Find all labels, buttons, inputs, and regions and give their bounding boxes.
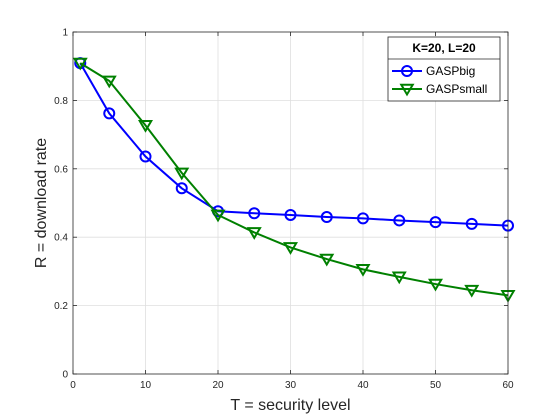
data-point-gaspsmall xyxy=(210,209,226,223)
data-point-gaspbig xyxy=(357,212,369,225)
data-point-gaspsmall xyxy=(428,278,443,292)
legend-entries: GASPbig GASPsmall xyxy=(392,64,487,97)
y-axis-label: R = download rate xyxy=(33,138,50,268)
data-point-gaspsmall xyxy=(464,284,480,298)
data-point-gaspsmall xyxy=(246,227,262,240)
legend-label: GASPbig xyxy=(426,64,475,78)
legend-title: K=20, L=20 xyxy=(412,41,476,55)
legend-label: GASPsmall xyxy=(426,82,487,96)
data-point-gaspbig xyxy=(393,214,406,227)
y-tick-label: 1 xyxy=(62,28,68,39)
data-point-gaspsmall xyxy=(283,242,298,255)
y-tick-label: 0.8 xyxy=(54,96,68,107)
legend-swatch-marker xyxy=(401,65,413,77)
data-point-gaspbig xyxy=(103,107,116,120)
x-tick-label: 0 xyxy=(70,380,76,391)
data-point-gaspbig xyxy=(175,182,188,195)
x-axis-label: T = security level xyxy=(230,397,350,414)
data-point-gaspsmall xyxy=(355,264,371,277)
data-point-gaspsmall xyxy=(72,57,88,71)
data-series xyxy=(72,57,516,303)
y-tick-label: 0 xyxy=(62,370,68,381)
data-point-gaspbig xyxy=(248,207,261,220)
legend-box xyxy=(387,36,501,102)
y-tick-label: 0.4 xyxy=(54,233,68,244)
x-tick-label: 30 xyxy=(285,380,297,391)
y-tick-label: 0.2 xyxy=(54,301,68,312)
y-tick-label: 0.6 xyxy=(54,164,68,175)
data-point-gaspbig xyxy=(320,211,333,224)
legend-entry-gaspbig: GASPbig xyxy=(392,64,475,78)
data-point-gaspsmall xyxy=(391,271,407,285)
legend-entry-gaspsmall: GASPsmall xyxy=(392,82,487,97)
x-tick-label: 50 xyxy=(430,380,442,391)
series-line-gaspsmall xyxy=(79,62,509,297)
x-tick-label: 60 xyxy=(502,380,514,391)
legend: K=20, L=20 GASPbig GASPsmall xyxy=(387,36,501,102)
data-point-gaspsmall xyxy=(138,120,153,133)
x-tick-label: 10 xyxy=(140,380,152,391)
data-point-gaspsmall xyxy=(101,75,117,89)
data-point-gaspsmall xyxy=(174,167,190,181)
series-line-gaspbig xyxy=(79,62,509,227)
data-point-gaspbig xyxy=(284,208,297,221)
data-point-gaspbig xyxy=(139,150,152,163)
x-tick-label: 20 xyxy=(212,380,224,391)
legend-swatch-marker xyxy=(399,83,415,97)
x-tick-label: 40 xyxy=(357,380,369,391)
data-point-gaspbig xyxy=(465,217,478,230)
data-point-gaspbig xyxy=(429,216,442,229)
data-point-gaspsmall xyxy=(319,253,335,267)
axes: 0 10 20 30 40 50 60 0 0.2 0.4 0.6 0.8 1 xyxy=(54,28,514,392)
series-gaspsmall xyxy=(72,57,516,303)
